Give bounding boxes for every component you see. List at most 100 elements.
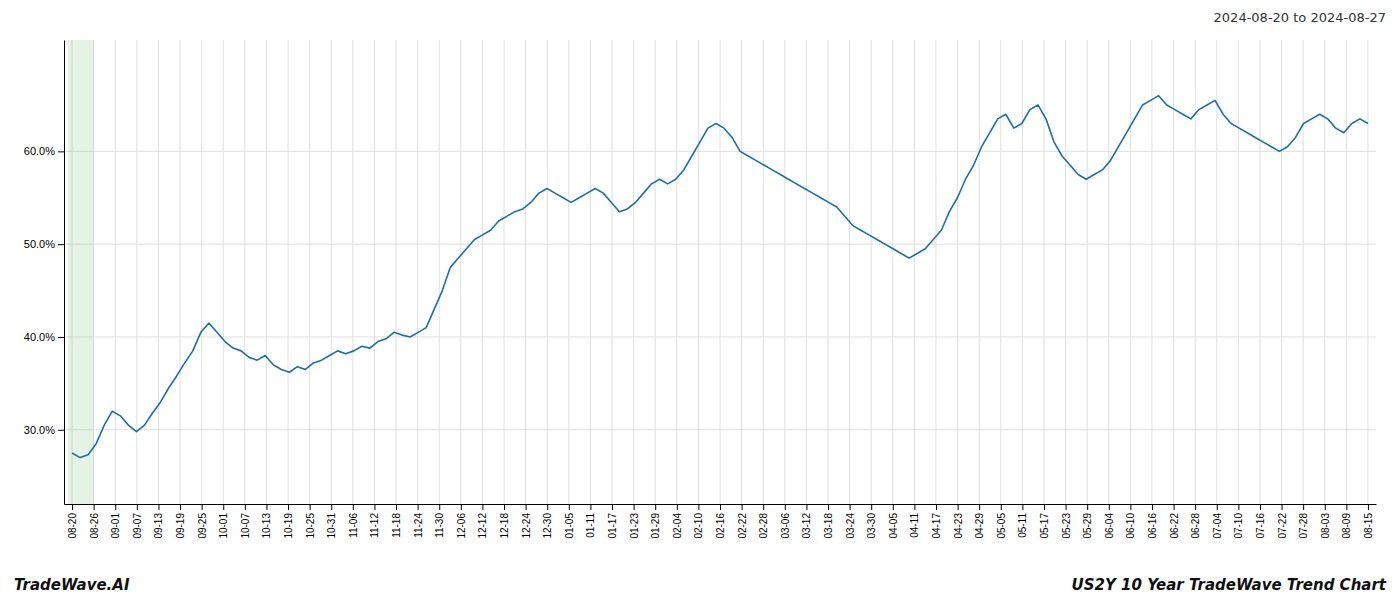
- x-tick: 10-19: [283, 504, 294, 539]
- x-tick: 10-01: [218, 504, 229, 539]
- x-grid-line: [1130, 40, 1131, 504]
- x-tick: 02-28: [758, 504, 769, 539]
- x-tick-mark: [698, 504, 699, 510]
- x-tick-label: 10-25: [305, 513, 316, 539]
- x-tick-mark: [1282, 504, 1283, 510]
- x-tick-label: 02-28: [758, 513, 769, 539]
- x-tick: 07-28: [1298, 504, 1309, 539]
- x-tick-label: 09-25: [197, 513, 208, 539]
- y-tick-mark: [58, 244, 64, 245]
- x-tick: 10-25: [305, 504, 316, 539]
- x-grid-line: [331, 40, 332, 504]
- x-tick-mark: [958, 504, 959, 510]
- x-tick: 11-06: [348, 504, 359, 538]
- x-tick: 02-22: [737, 504, 748, 539]
- x-tick-label: 03-06: [780, 513, 791, 539]
- x-tick-label: 03-24: [845, 513, 856, 539]
- x-tick-mark: [202, 504, 203, 510]
- x-tick-mark: [223, 504, 224, 510]
- x-tick: 09-01: [110, 504, 121, 539]
- x-tick: 02-16: [715, 504, 726, 539]
- x-tick-mark: [1001, 504, 1002, 510]
- y-tick-mark: [58, 151, 64, 152]
- x-grid-line: [849, 40, 850, 504]
- x-tick-mark: [1109, 504, 1110, 510]
- x-tick-mark: [850, 504, 851, 510]
- x-tick-label: 01-23: [629, 513, 640, 539]
- x-tick: 07-10: [1233, 504, 1244, 539]
- x-tick: 04-05: [888, 504, 899, 539]
- x-grid-line: [612, 40, 613, 504]
- y-tick: 40.0%: [24, 331, 64, 343]
- x-grid-line: [979, 40, 980, 504]
- y-tick: 60.0%: [24, 145, 64, 157]
- x-grid-line: [1281, 40, 1282, 504]
- x-grid-line: [1216, 40, 1217, 504]
- x-tick: 02-10: [693, 504, 704, 539]
- x-grid-line: [871, 40, 872, 504]
- x-tick: 11-18: [391, 504, 402, 538]
- x-grid-line: [352, 40, 353, 504]
- x-tick-label: 12-24: [521, 513, 532, 539]
- x-tick: 05-29: [1082, 504, 1093, 539]
- y-tick-label: 60.0%: [24, 145, 55, 157]
- x-tick-label: 05-05: [996, 513, 1007, 539]
- grid: [64, 40, 1376, 504]
- x-tick: 10-07: [240, 504, 251, 539]
- x-tick-mark: [655, 504, 656, 510]
- x-tick-mark: [115, 504, 116, 510]
- x-tick: 04-17: [931, 504, 942, 539]
- x-tick: 01-23: [629, 504, 640, 539]
- x-tick-label: 09-01: [110, 513, 121, 539]
- x-tick: 05-11: [1017, 504, 1028, 538]
- x-tick-mark: [1368, 504, 1369, 510]
- y-tick: 50.0%: [24, 238, 64, 250]
- x-grid-line: [1087, 40, 1088, 504]
- x-tick-mark: [785, 504, 786, 510]
- x-tick-mark: [1174, 504, 1175, 510]
- x-tick-mark: [439, 504, 440, 510]
- x-grid-line: [374, 40, 375, 504]
- x-tick-mark: [310, 504, 311, 510]
- x-grid-line: [1000, 40, 1001, 504]
- x-grid-line: [698, 40, 699, 504]
- x-tick-label: 07-22: [1277, 513, 1288, 539]
- x-tick-label: 12-12: [477, 513, 488, 539]
- x-tick-label: 02-04: [672, 513, 683, 539]
- x-tick-label: 06-28: [1190, 513, 1201, 539]
- x-tick: 05-05: [996, 504, 1007, 539]
- x-tick: 12-06: [456, 504, 467, 539]
- x-tick: 02-04: [672, 504, 683, 539]
- x-tick-mark: [245, 504, 246, 510]
- x-tick-mark: [1195, 504, 1196, 510]
- x-tick-label: 06-10: [1125, 513, 1136, 539]
- x-tick: 12-12: [477, 504, 488, 539]
- x-tick: 08-26: [89, 504, 100, 539]
- x-tick-label: 08-15: [1363, 513, 1374, 539]
- y-tick-label: 50.0%: [24, 238, 55, 250]
- x-tick-label: 05-23: [1061, 513, 1072, 539]
- x-grid-line: [1043, 40, 1044, 504]
- x-tick-label: 10-31: [326, 513, 337, 539]
- x-tick-mark: [979, 504, 980, 510]
- x-grid-line: [266, 40, 267, 504]
- x-tick-label: 01-17: [607, 513, 618, 539]
- x-tick-label: 07-16: [1255, 513, 1266, 539]
- x-tick: 01-17: [607, 504, 618, 539]
- x-grid-line: [201, 40, 202, 504]
- x-tick-mark: [677, 504, 678, 510]
- x-grid-line: [784, 40, 785, 504]
- x-grid-line: [827, 40, 828, 504]
- y-tick: 30.0%: [24, 424, 64, 436]
- x-tick-label: 10-19: [283, 513, 294, 539]
- x-tick-label: 05-11: [1017, 513, 1028, 538]
- x-tick-label: 12-18: [499, 513, 510, 539]
- x-tick: 08-09: [1341, 504, 1352, 539]
- x-tick-mark: [180, 504, 181, 510]
- x-tick-mark: [1044, 504, 1045, 510]
- x-tick-label: 09-13: [153, 513, 164, 539]
- x-tick-mark: [94, 504, 95, 510]
- x-tick: 06-04: [1104, 504, 1115, 539]
- x-tick: 03-12: [801, 504, 812, 539]
- x-tick-mark: [893, 504, 894, 510]
